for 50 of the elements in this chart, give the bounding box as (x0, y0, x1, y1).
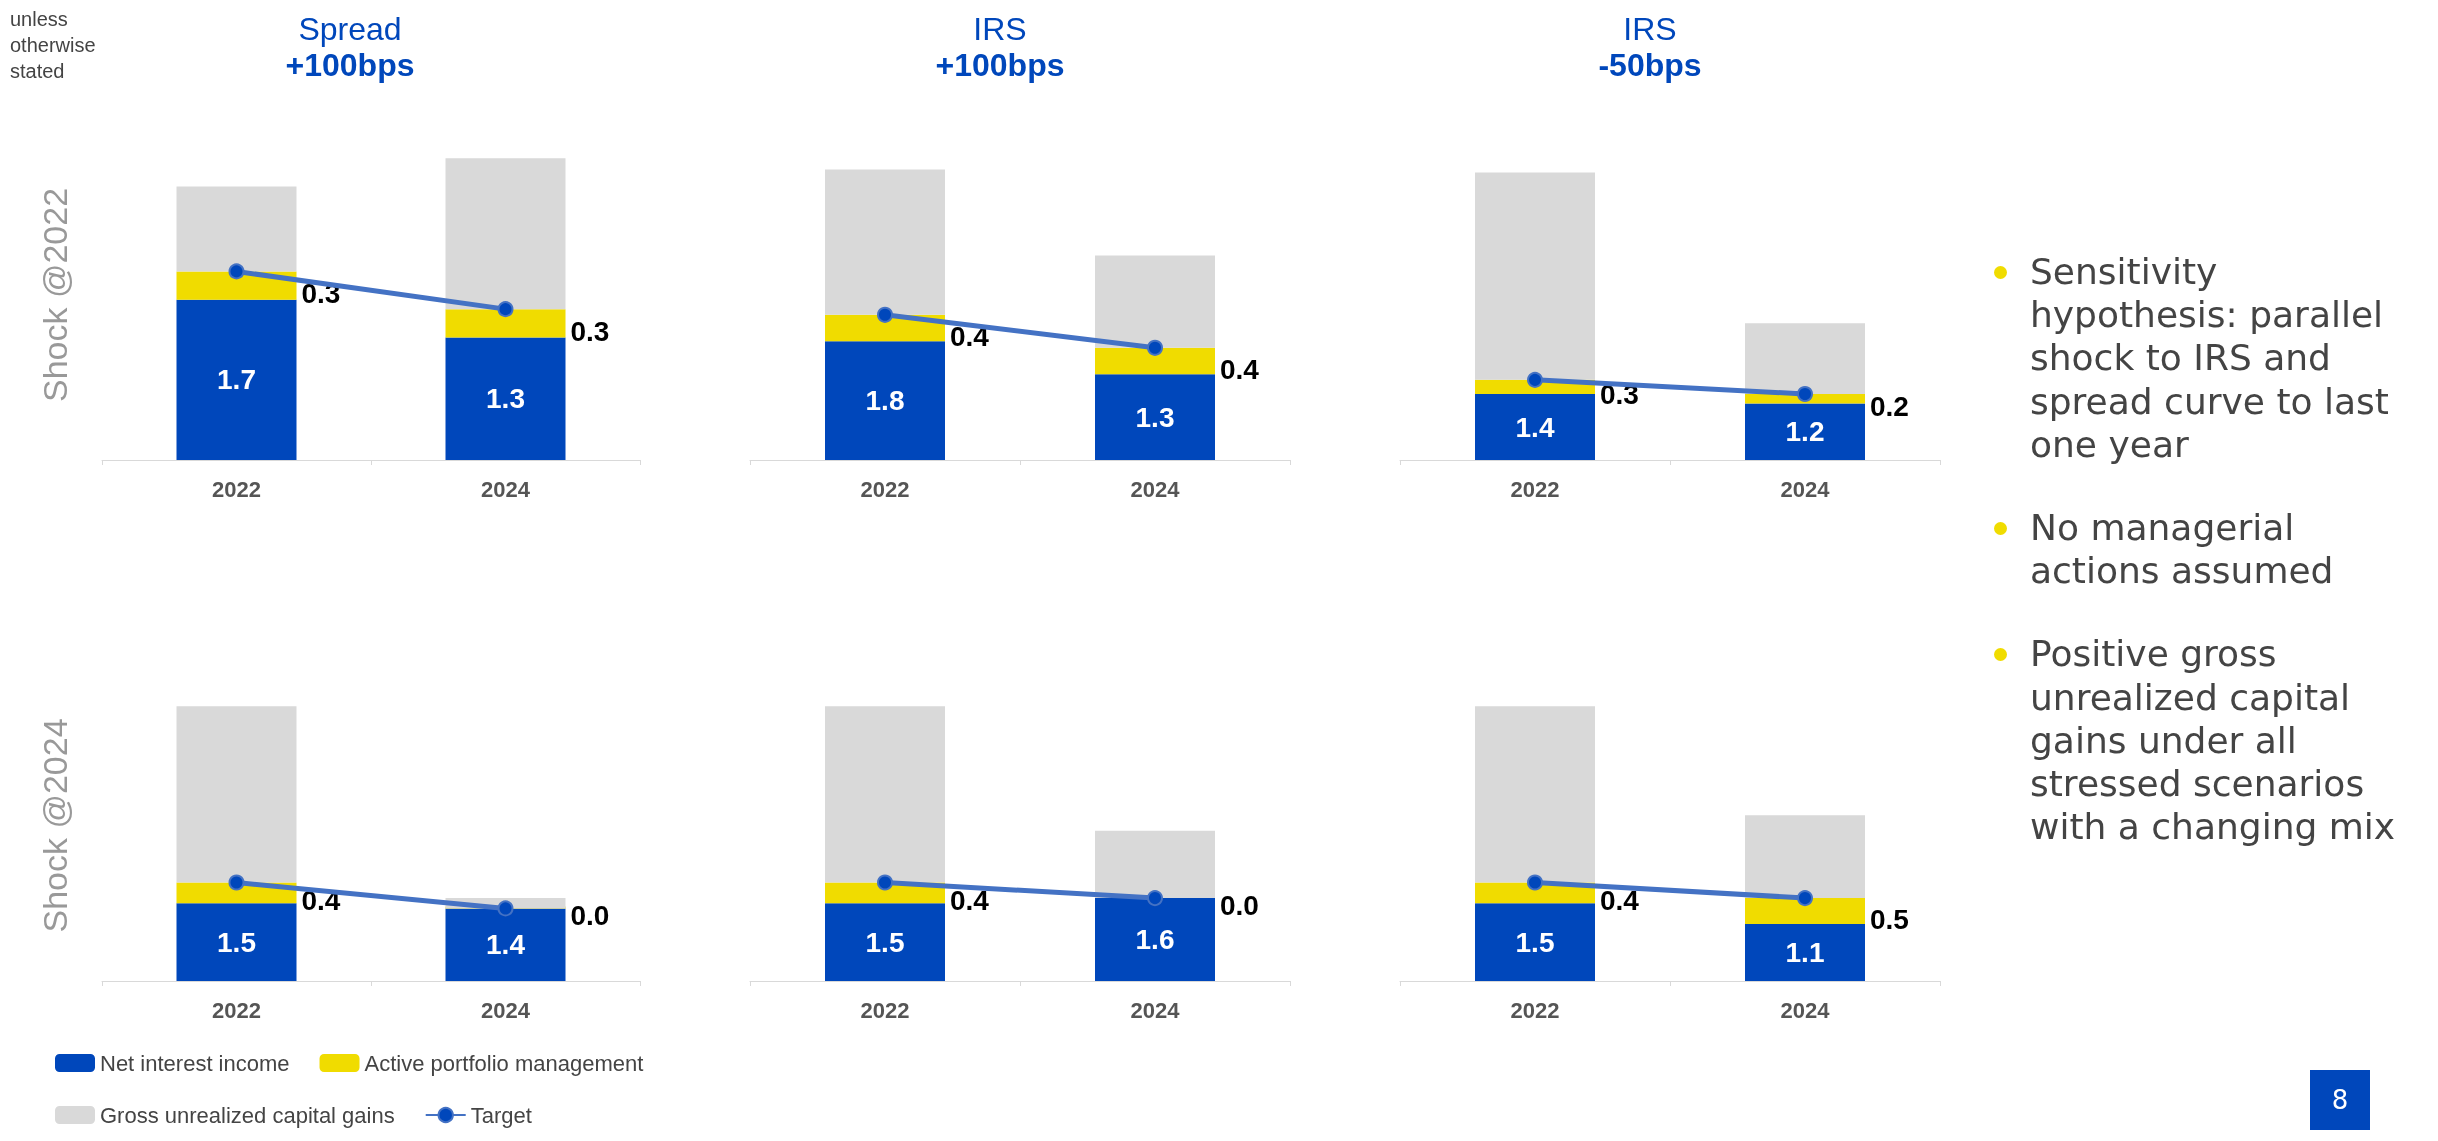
data-label: 0.2 (1870, 391, 1909, 423)
data-label: 0.3 (570, 315, 610, 347)
chart-title: IRS (973, 11, 1027, 47)
data-label: 0.5 (1870, 903, 1909, 935)
data-label: 1.6 (1135, 924, 1175, 956)
y-axis-title: Shock @2024 (36, 718, 74, 933)
data-label: 1.3 (486, 383, 525, 415)
x-tick-label: 2022 (212, 997, 261, 1023)
text: unless otherwise stated (10, 7, 97, 84)
text: 8 (2310, 1070, 2370, 1130)
data-label: 0.4 (950, 320, 990, 352)
text: +100bps (285, 47, 415, 83)
data-label: 1.7 (217, 364, 256, 396)
x-tick-label: 2024 (1780, 997, 1831, 1023)
data-label: 0.4 (1220, 353, 1260, 385)
text: +100bps (935, 47, 1065, 83)
data-label: 1.1 (1785, 936, 1825, 968)
chart-title: IRS (1623, 11, 1677, 47)
data-label: 1.4 (486, 929, 526, 961)
x-tick-label: 2022 (1510, 476, 1560, 502)
data-label: 1.5 (1515, 926, 1555, 958)
x-tick-label: 2022 (212, 476, 261, 502)
legend-label: Gross unrealized capital gains (100, 1102, 395, 1128)
x-tick-label: 2024 (481, 997, 531, 1023)
data-label: 0.4 (1600, 885, 1640, 917)
text: No managerial actions assumed (2030, 505, 2335, 593)
data-label: 1.4 (1515, 411, 1555, 443)
legend-label: Net interest income (100, 1050, 290, 1076)
x-tick-label: 2024 (1780, 476, 1831, 502)
x-tick-label: 2024 (1130, 997, 1181, 1023)
legend-label: Target (470, 1102, 532, 1128)
text: Sensitivity hypothesis: parallel shock to IRS and spread curve to last one year (2030, 250, 2390, 466)
x-tick-label: 2024 (1130, 476, 1181, 502)
data-label: 1.5 (865, 926, 905, 958)
y-axis-title: Shock @2022 (36, 187, 74, 403)
x-tick-label: 2022 (1510, 997, 1560, 1023)
chart-title: Spread (298, 11, 402, 47)
x-tick-label: 2022 (860, 476, 910, 502)
x-tick-label: 2022 (860, 997, 910, 1023)
data-label: 0.0 (570, 899, 610, 931)
text: Positive gross unrealized capital gains under all stressed scenarios with a changing mix (2030, 632, 2397, 849)
legend-label: Active portfolio management (364, 1050, 644, 1076)
data-label: 1.3 (1135, 401, 1175, 433)
data-label: 0.0 (1220, 889, 1259, 921)
data-label: 1.8 (865, 385, 905, 417)
data-label: 1.2 (1785, 416, 1825, 448)
data-label: 1.5 (217, 926, 256, 958)
x-tick-label: 2024 (481, 476, 531, 502)
data-label: 0.4 (950, 885, 990, 917)
chart-subtitle: -50bps (1598, 47, 1702, 83)
